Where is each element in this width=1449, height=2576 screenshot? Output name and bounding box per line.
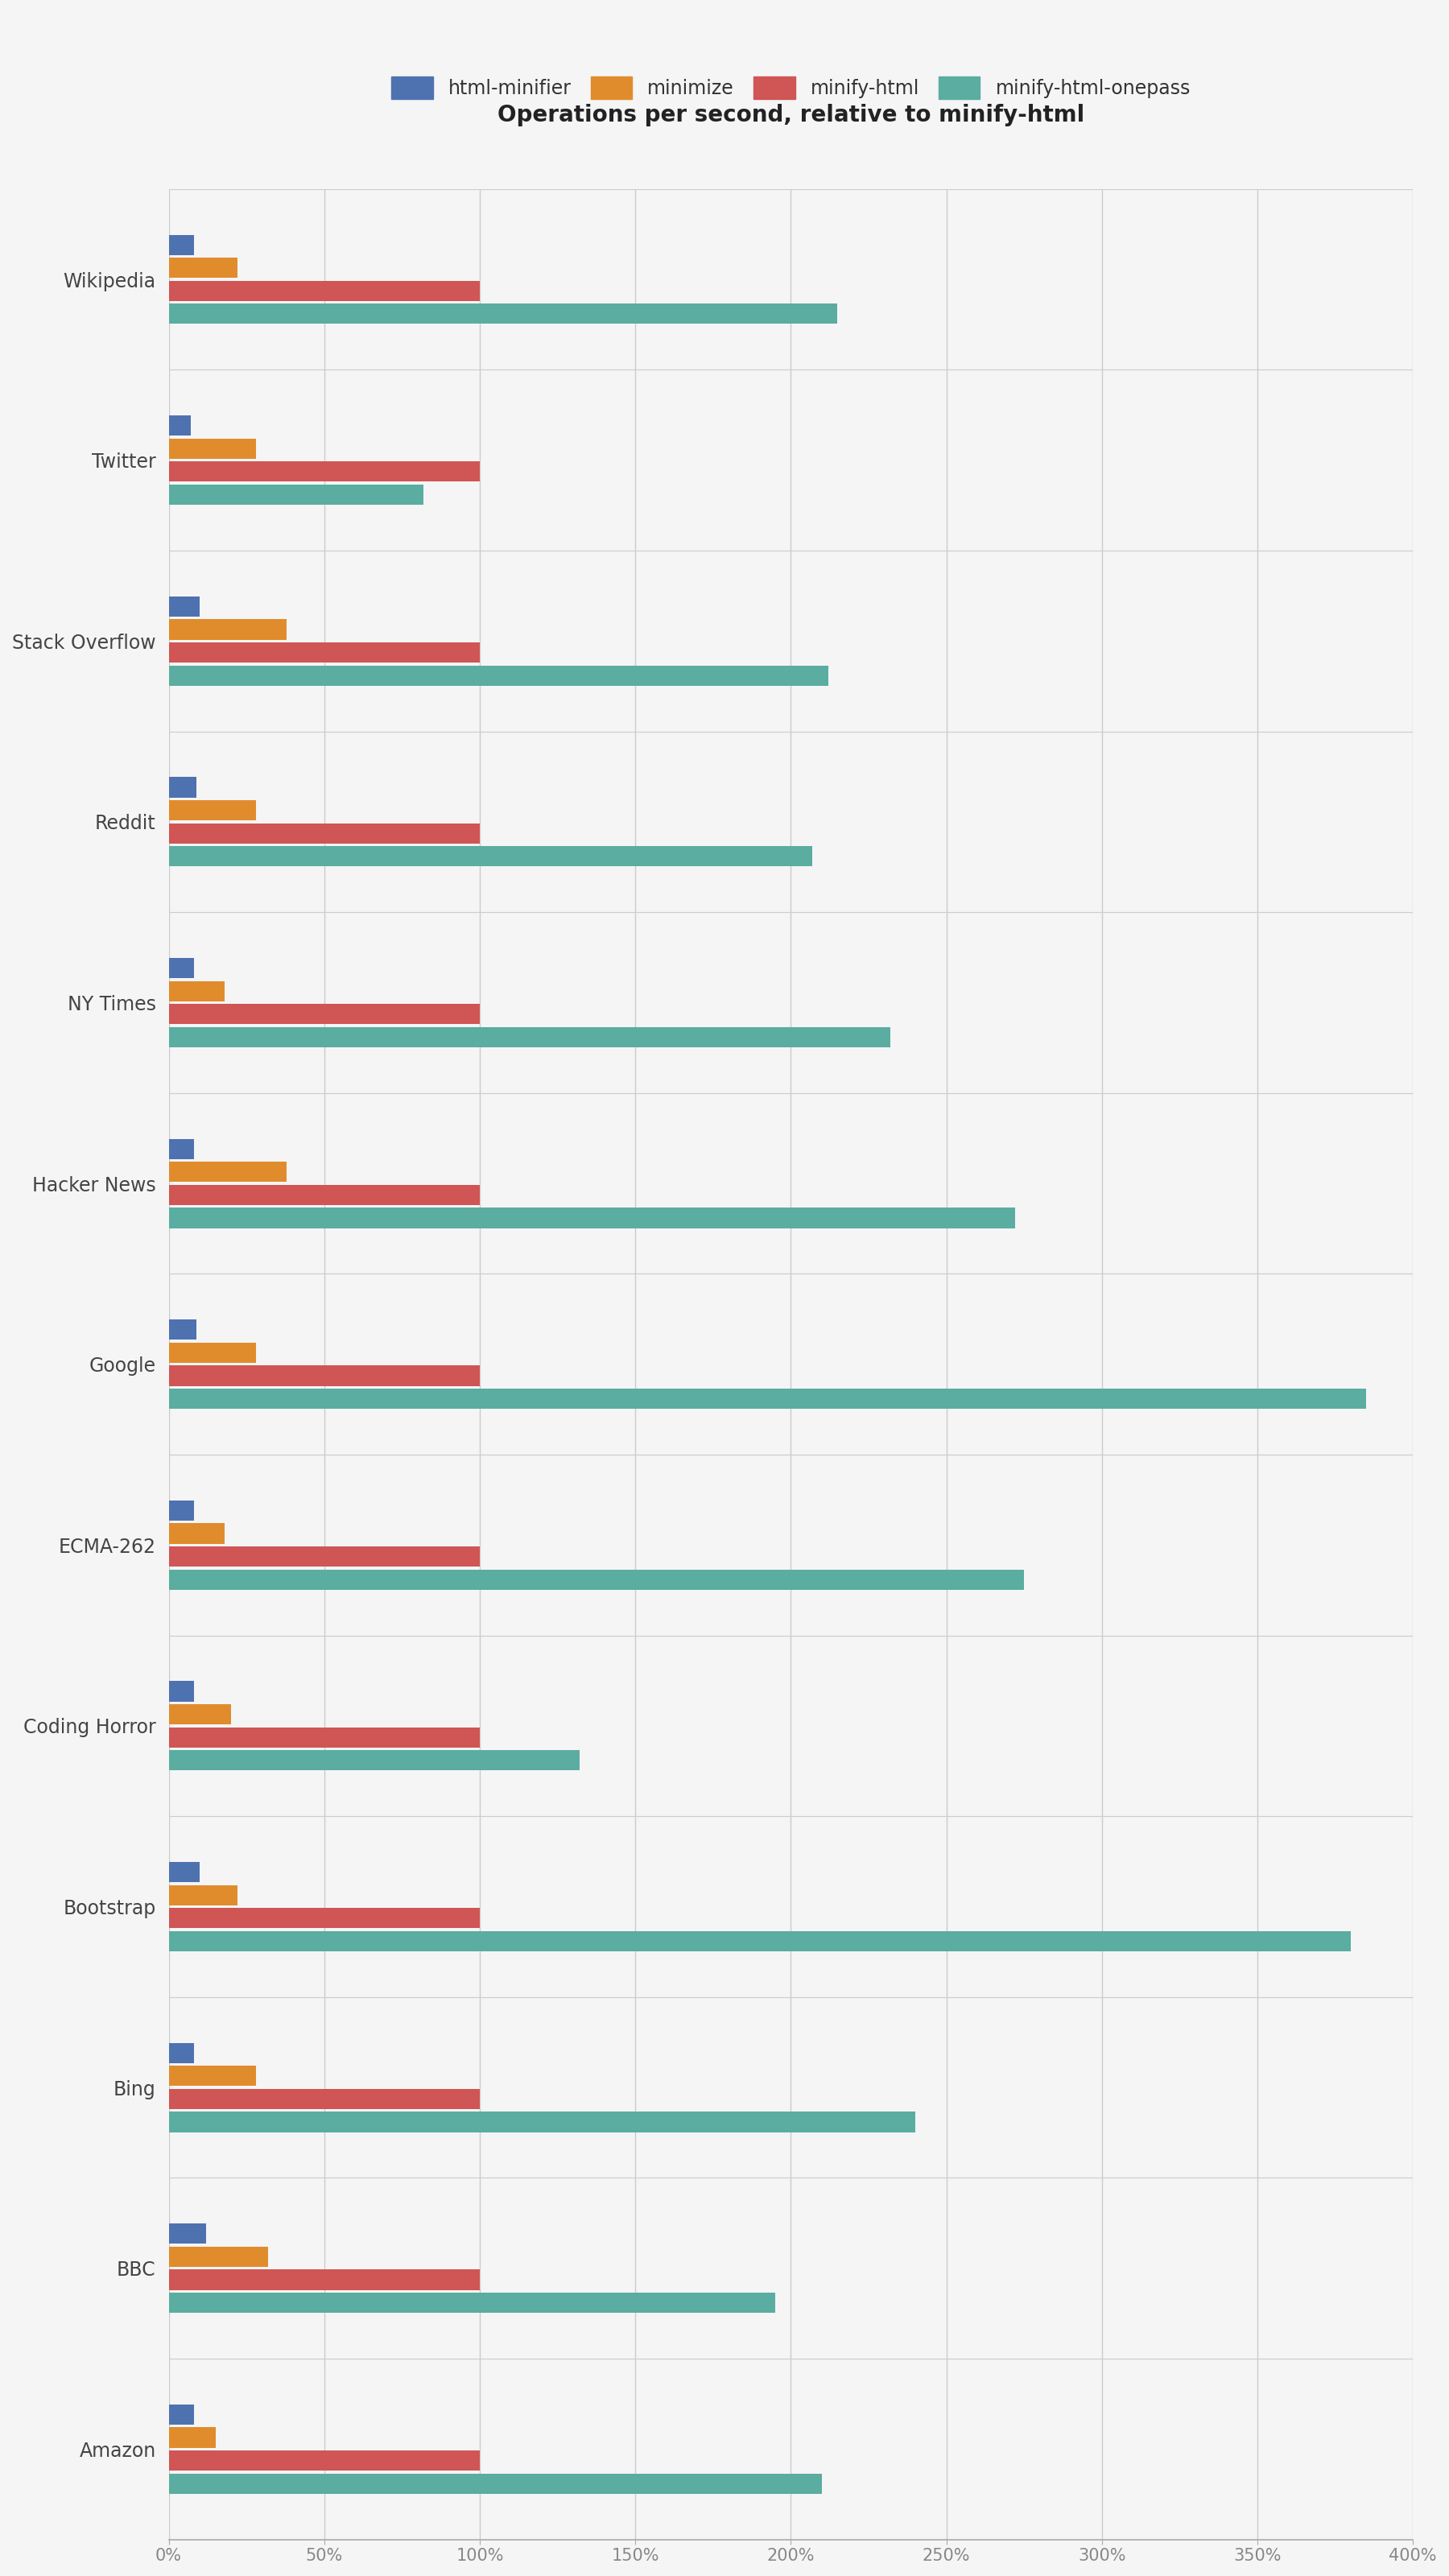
Bar (168, 2450, 480, 2470)
Bar (168, 1546, 480, 1566)
Bar (168, 2293, 775, 2313)
Bar (168, 415, 190, 435)
Bar (168, 2043, 194, 2063)
Bar (168, 2112, 916, 2133)
Bar (168, 1005, 480, 1025)
Bar (168, 2473, 822, 2494)
Title: Operations per second, relative to minify-html: Operations per second, relative to minif… (497, 103, 1084, 126)
Bar (168, 1499, 194, 1520)
Bar (168, 2403, 194, 2424)
Bar (168, 234, 194, 255)
Bar (168, 665, 829, 685)
Bar (168, 1139, 194, 1159)
Bar (168, 2066, 256, 2087)
Bar (168, 595, 200, 616)
Bar (168, 258, 238, 278)
Bar (168, 2246, 268, 2267)
Bar (168, 1365, 480, 1386)
Bar (168, 2427, 216, 2447)
Legend: html-minifier, minimize, minify-html, minify-html-onepass: html-minifier, minimize, minify-html, mi… (384, 70, 1198, 106)
Bar (168, 2089, 480, 2110)
Bar (168, 304, 838, 325)
Bar (168, 1185, 480, 1206)
Bar (168, 2269, 480, 2290)
Bar (168, 778, 197, 799)
Bar (168, 824, 480, 842)
Bar (168, 1319, 197, 1340)
Bar (168, 281, 480, 301)
Bar (168, 845, 813, 866)
Bar (168, 1909, 480, 1929)
Bar (168, 981, 225, 1002)
Bar (168, 1569, 1024, 1589)
Bar (168, 641, 480, 662)
Bar (168, 438, 256, 459)
Bar (168, 1342, 256, 1363)
Bar (168, 1682, 194, 1700)
Bar (168, 1862, 200, 1883)
Bar (168, 801, 256, 819)
Bar (168, 1932, 1350, 1950)
Bar (168, 1028, 890, 1048)
Bar (168, 1388, 1366, 1409)
Bar (168, 1162, 287, 1182)
Bar (168, 618, 287, 639)
Bar (168, 958, 194, 979)
Bar (168, 461, 480, 482)
Bar (168, 1749, 580, 1770)
Bar (168, 484, 423, 505)
Bar (168, 1886, 238, 1906)
Bar (168, 2223, 206, 2244)
Bar (168, 1726, 480, 1747)
Bar (168, 1208, 1014, 1229)
Bar (168, 1522, 225, 1543)
Bar (168, 1705, 230, 1723)
